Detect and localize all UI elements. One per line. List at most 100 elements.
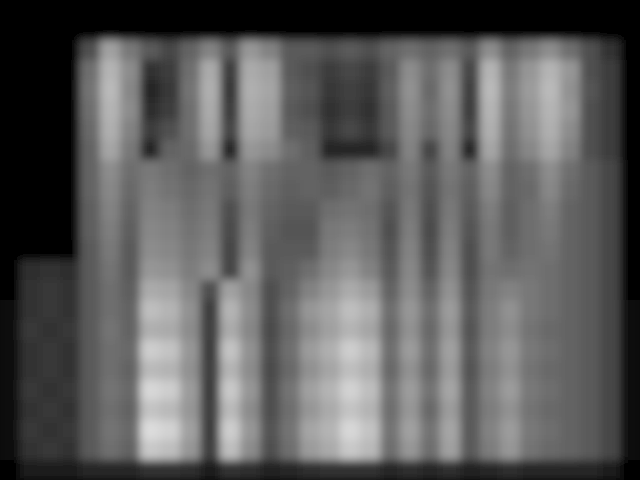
cell <box>600 0 621 21</box>
cell <box>400 460 421 480</box>
plot-area <box>0 0 640 480</box>
cell <box>620 0 640 21</box>
cell <box>520 380 541 401</box>
cell <box>600 140 621 161</box>
cell <box>300 260 321 281</box>
cell <box>520 120 541 141</box>
cell <box>600 180 621 201</box>
cell <box>320 80 341 101</box>
cell <box>280 400 301 421</box>
cell <box>380 460 401 480</box>
cell <box>520 0 541 21</box>
cell <box>520 300 541 321</box>
cell <box>0 460 21 480</box>
cell <box>260 60 281 81</box>
cell <box>100 320 121 341</box>
cell <box>420 200 441 221</box>
cell <box>180 40 201 61</box>
cell <box>600 200 621 221</box>
cell <box>520 400 541 421</box>
cell <box>620 440 640 461</box>
cell <box>160 400 181 421</box>
cell <box>280 140 301 161</box>
cell <box>380 80 401 101</box>
cell <box>460 240 481 261</box>
cell <box>140 120 161 141</box>
cell <box>600 340 621 361</box>
cell <box>540 100 561 121</box>
cell <box>560 360 581 381</box>
cell <box>360 360 381 381</box>
cell <box>200 400 221 421</box>
cell <box>240 120 261 141</box>
cell <box>200 280 221 301</box>
cell <box>340 400 361 421</box>
cell <box>440 380 461 401</box>
cell <box>380 20 401 41</box>
cell <box>100 200 121 221</box>
cell <box>180 120 201 141</box>
cell <box>620 300 640 321</box>
cell <box>260 400 281 421</box>
cell <box>160 160 181 181</box>
cell <box>0 340 21 361</box>
cell <box>460 60 481 81</box>
cell <box>560 240 581 261</box>
cell <box>560 260 581 281</box>
cell <box>100 0 121 21</box>
cell <box>500 360 521 381</box>
cell <box>80 220 101 241</box>
cell <box>100 140 121 161</box>
cell <box>220 100 241 121</box>
cell <box>200 340 221 361</box>
cell <box>340 440 361 461</box>
cell <box>480 60 501 81</box>
cell <box>380 300 401 321</box>
cell <box>120 420 141 441</box>
cell <box>500 100 521 121</box>
cell <box>60 120 81 141</box>
cell <box>400 80 421 101</box>
cell <box>580 0 601 21</box>
cell <box>180 380 201 401</box>
cell <box>360 440 381 461</box>
cell <box>420 300 441 321</box>
cell <box>440 460 461 480</box>
cell <box>580 160 601 181</box>
cell <box>540 140 561 161</box>
cell <box>40 280 61 301</box>
cell <box>480 220 501 241</box>
cell <box>520 440 541 461</box>
cell <box>580 300 601 321</box>
cell <box>400 20 421 41</box>
cell <box>40 0 61 21</box>
cell <box>420 460 441 480</box>
cell <box>300 200 321 221</box>
cell <box>480 20 501 41</box>
cell <box>480 460 501 480</box>
cell <box>300 220 321 241</box>
cell <box>160 240 181 261</box>
cell <box>280 320 301 341</box>
cell <box>520 80 541 101</box>
cell <box>600 20 621 41</box>
cell <box>580 460 601 480</box>
cell <box>200 240 221 261</box>
cell <box>60 100 81 121</box>
cell <box>0 120 21 141</box>
cell <box>540 280 561 301</box>
cell <box>80 380 101 401</box>
cell <box>320 280 341 301</box>
cell <box>380 200 401 221</box>
cell <box>320 220 341 241</box>
cell <box>180 260 201 281</box>
cell <box>340 100 361 121</box>
cell <box>460 160 481 181</box>
cell <box>500 40 521 61</box>
cell <box>600 120 621 141</box>
cell <box>100 380 121 401</box>
cell <box>220 220 241 241</box>
cell <box>580 240 601 261</box>
cell <box>100 280 121 301</box>
cell <box>140 40 161 61</box>
